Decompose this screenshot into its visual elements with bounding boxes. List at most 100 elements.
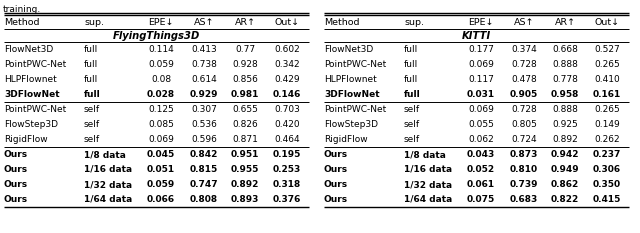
Text: 0.810: 0.810 — [510, 165, 538, 174]
Text: full: full — [404, 90, 420, 99]
Text: KITTI: KITTI — [462, 31, 491, 41]
Text: self: self — [84, 105, 100, 114]
Text: 0.161: 0.161 — [593, 90, 621, 99]
Text: 0.415: 0.415 — [593, 195, 621, 204]
Text: 1/8 data: 1/8 data — [404, 150, 446, 159]
Text: 0.747: 0.747 — [189, 180, 218, 189]
Text: 1/16 data: 1/16 data — [84, 165, 132, 174]
Text: Ours: Ours — [324, 150, 348, 159]
Text: FlyingThings3D: FlyingThings3D — [113, 31, 200, 41]
Text: 0.410: 0.410 — [594, 75, 620, 84]
Text: 0.043: 0.043 — [467, 150, 495, 159]
Text: 0.728: 0.728 — [511, 105, 537, 114]
Text: 0.536: 0.536 — [191, 120, 217, 129]
Text: 0.059: 0.059 — [147, 180, 175, 189]
Text: self: self — [404, 120, 420, 129]
Text: sup.: sup. — [84, 18, 104, 27]
Text: 0.306: 0.306 — [593, 165, 621, 174]
Text: 0.892: 0.892 — [231, 180, 259, 189]
Text: 0.668: 0.668 — [552, 45, 578, 54]
Text: 0.265: 0.265 — [594, 60, 620, 69]
Text: 0.045: 0.045 — [147, 150, 175, 159]
Text: 0.888: 0.888 — [552, 105, 578, 114]
Text: self: self — [84, 120, 100, 129]
Text: 0.262: 0.262 — [594, 135, 620, 144]
Text: 0.925: 0.925 — [552, 120, 578, 129]
Text: RigidFlow: RigidFlow — [4, 135, 47, 144]
Text: 1/64 data: 1/64 data — [404, 195, 452, 204]
Text: 0.951: 0.951 — [231, 150, 259, 159]
Text: 0.873: 0.873 — [510, 150, 538, 159]
Text: 0.376: 0.376 — [273, 195, 301, 204]
Text: 0.028: 0.028 — [147, 90, 175, 99]
Text: 0.069: 0.069 — [148, 135, 174, 144]
Text: AR↑: AR↑ — [234, 18, 255, 27]
Text: FlowNet3D: FlowNet3D — [324, 45, 373, 54]
Text: 0.862: 0.862 — [551, 180, 579, 189]
Text: 0.429: 0.429 — [274, 75, 300, 84]
Text: 0.374: 0.374 — [511, 45, 537, 54]
Text: 0.728: 0.728 — [511, 60, 537, 69]
Text: 0.146: 0.146 — [273, 90, 301, 99]
Text: 0.892: 0.892 — [552, 135, 578, 144]
Text: 0.614: 0.614 — [191, 75, 217, 84]
Text: 0.478: 0.478 — [511, 75, 537, 84]
Text: 0.413: 0.413 — [191, 45, 217, 54]
Text: 0.805: 0.805 — [511, 120, 537, 129]
Text: full: full — [84, 45, 99, 54]
Text: 0.265: 0.265 — [594, 105, 620, 114]
Text: full: full — [404, 45, 419, 54]
Text: PointPWC-Net: PointPWC-Net — [324, 105, 387, 114]
Text: Ours: Ours — [4, 150, 28, 159]
Text: 0.981: 0.981 — [231, 90, 259, 99]
Text: full: full — [84, 60, 99, 69]
Text: 0.075: 0.075 — [467, 195, 495, 204]
Text: 0.739: 0.739 — [509, 180, 538, 189]
Text: HLPFlownet: HLPFlownet — [4, 75, 57, 84]
Text: 0.059: 0.059 — [148, 60, 174, 69]
Text: 0.826: 0.826 — [232, 120, 258, 129]
Text: PointPWC-Net: PointPWC-Net — [324, 60, 387, 69]
Text: self: self — [84, 135, 100, 144]
Text: 1/32 data: 1/32 data — [404, 180, 452, 189]
Text: Ours: Ours — [324, 165, 348, 174]
Text: 0.905: 0.905 — [510, 90, 538, 99]
Text: PointPWC-Net: PointPWC-Net — [4, 60, 67, 69]
Text: EPE↓: EPE↓ — [468, 18, 493, 27]
Text: 0.051: 0.051 — [147, 165, 175, 174]
Text: Ours: Ours — [4, 195, 28, 204]
Text: 0.703: 0.703 — [274, 105, 300, 114]
Text: 0.08: 0.08 — [151, 75, 171, 84]
Text: 0.318: 0.318 — [273, 180, 301, 189]
Text: 0.888: 0.888 — [552, 60, 578, 69]
Text: 0.724: 0.724 — [511, 135, 537, 144]
Text: Ours: Ours — [324, 180, 348, 189]
Text: 0.822: 0.822 — [551, 195, 579, 204]
Text: training.: training. — [3, 5, 41, 14]
Text: 0.055: 0.055 — [468, 120, 494, 129]
Text: Ours: Ours — [324, 195, 348, 204]
Text: self: self — [404, 135, 420, 144]
Text: 0.195: 0.195 — [273, 150, 301, 159]
Text: 0.942: 0.942 — [551, 150, 579, 159]
Text: Method: Method — [324, 18, 360, 27]
Text: HLPFlownet: HLPFlownet — [324, 75, 377, 84]
Text: 0.237: 0.237 — [593, 150, 621, 159]
Text: 0.808: 0.808 — [190, 195, 218, 204]
Text: 0.307: 0.307 — [191, 105, 217, 114]
Text: 1/32 data: 1/32 data — [84, 180, 132, 189]
Text: EPE↓: EPE↓ — [148, 18, 173, 27]
Text: Out↓: Out↓ — [275, 18, 300, 27]
Text: 0.069: 0.069 — [468, 105, 494, 114]
Text: 0.738: 0.738 — [191, 60, 217, 69]
Text: full: full — [84, 90, 100, 99]
Text: 0.778: 0.778 — [552, 75, 578, 84]
Text: 0.117: 0.117 — [468, 75, 494, 84]
Text: 0.350: 0.350 — [593, 180, 621, 189]
Text: FlowStep3D: FlowStep3D — [324, 120, 378, 129]
Text: 0.085: 0.085 — [148, 120, 174, 129]
Text: 0.893: 0.893 — [231, 195, 259, 204]
Text: 0.253: 0.253 — [273, 165, 301, 174]
Text: Ours: Ours — [4, 180, 28, 189]
Text: Ours: Ours — [4, 165, 28, 174]
